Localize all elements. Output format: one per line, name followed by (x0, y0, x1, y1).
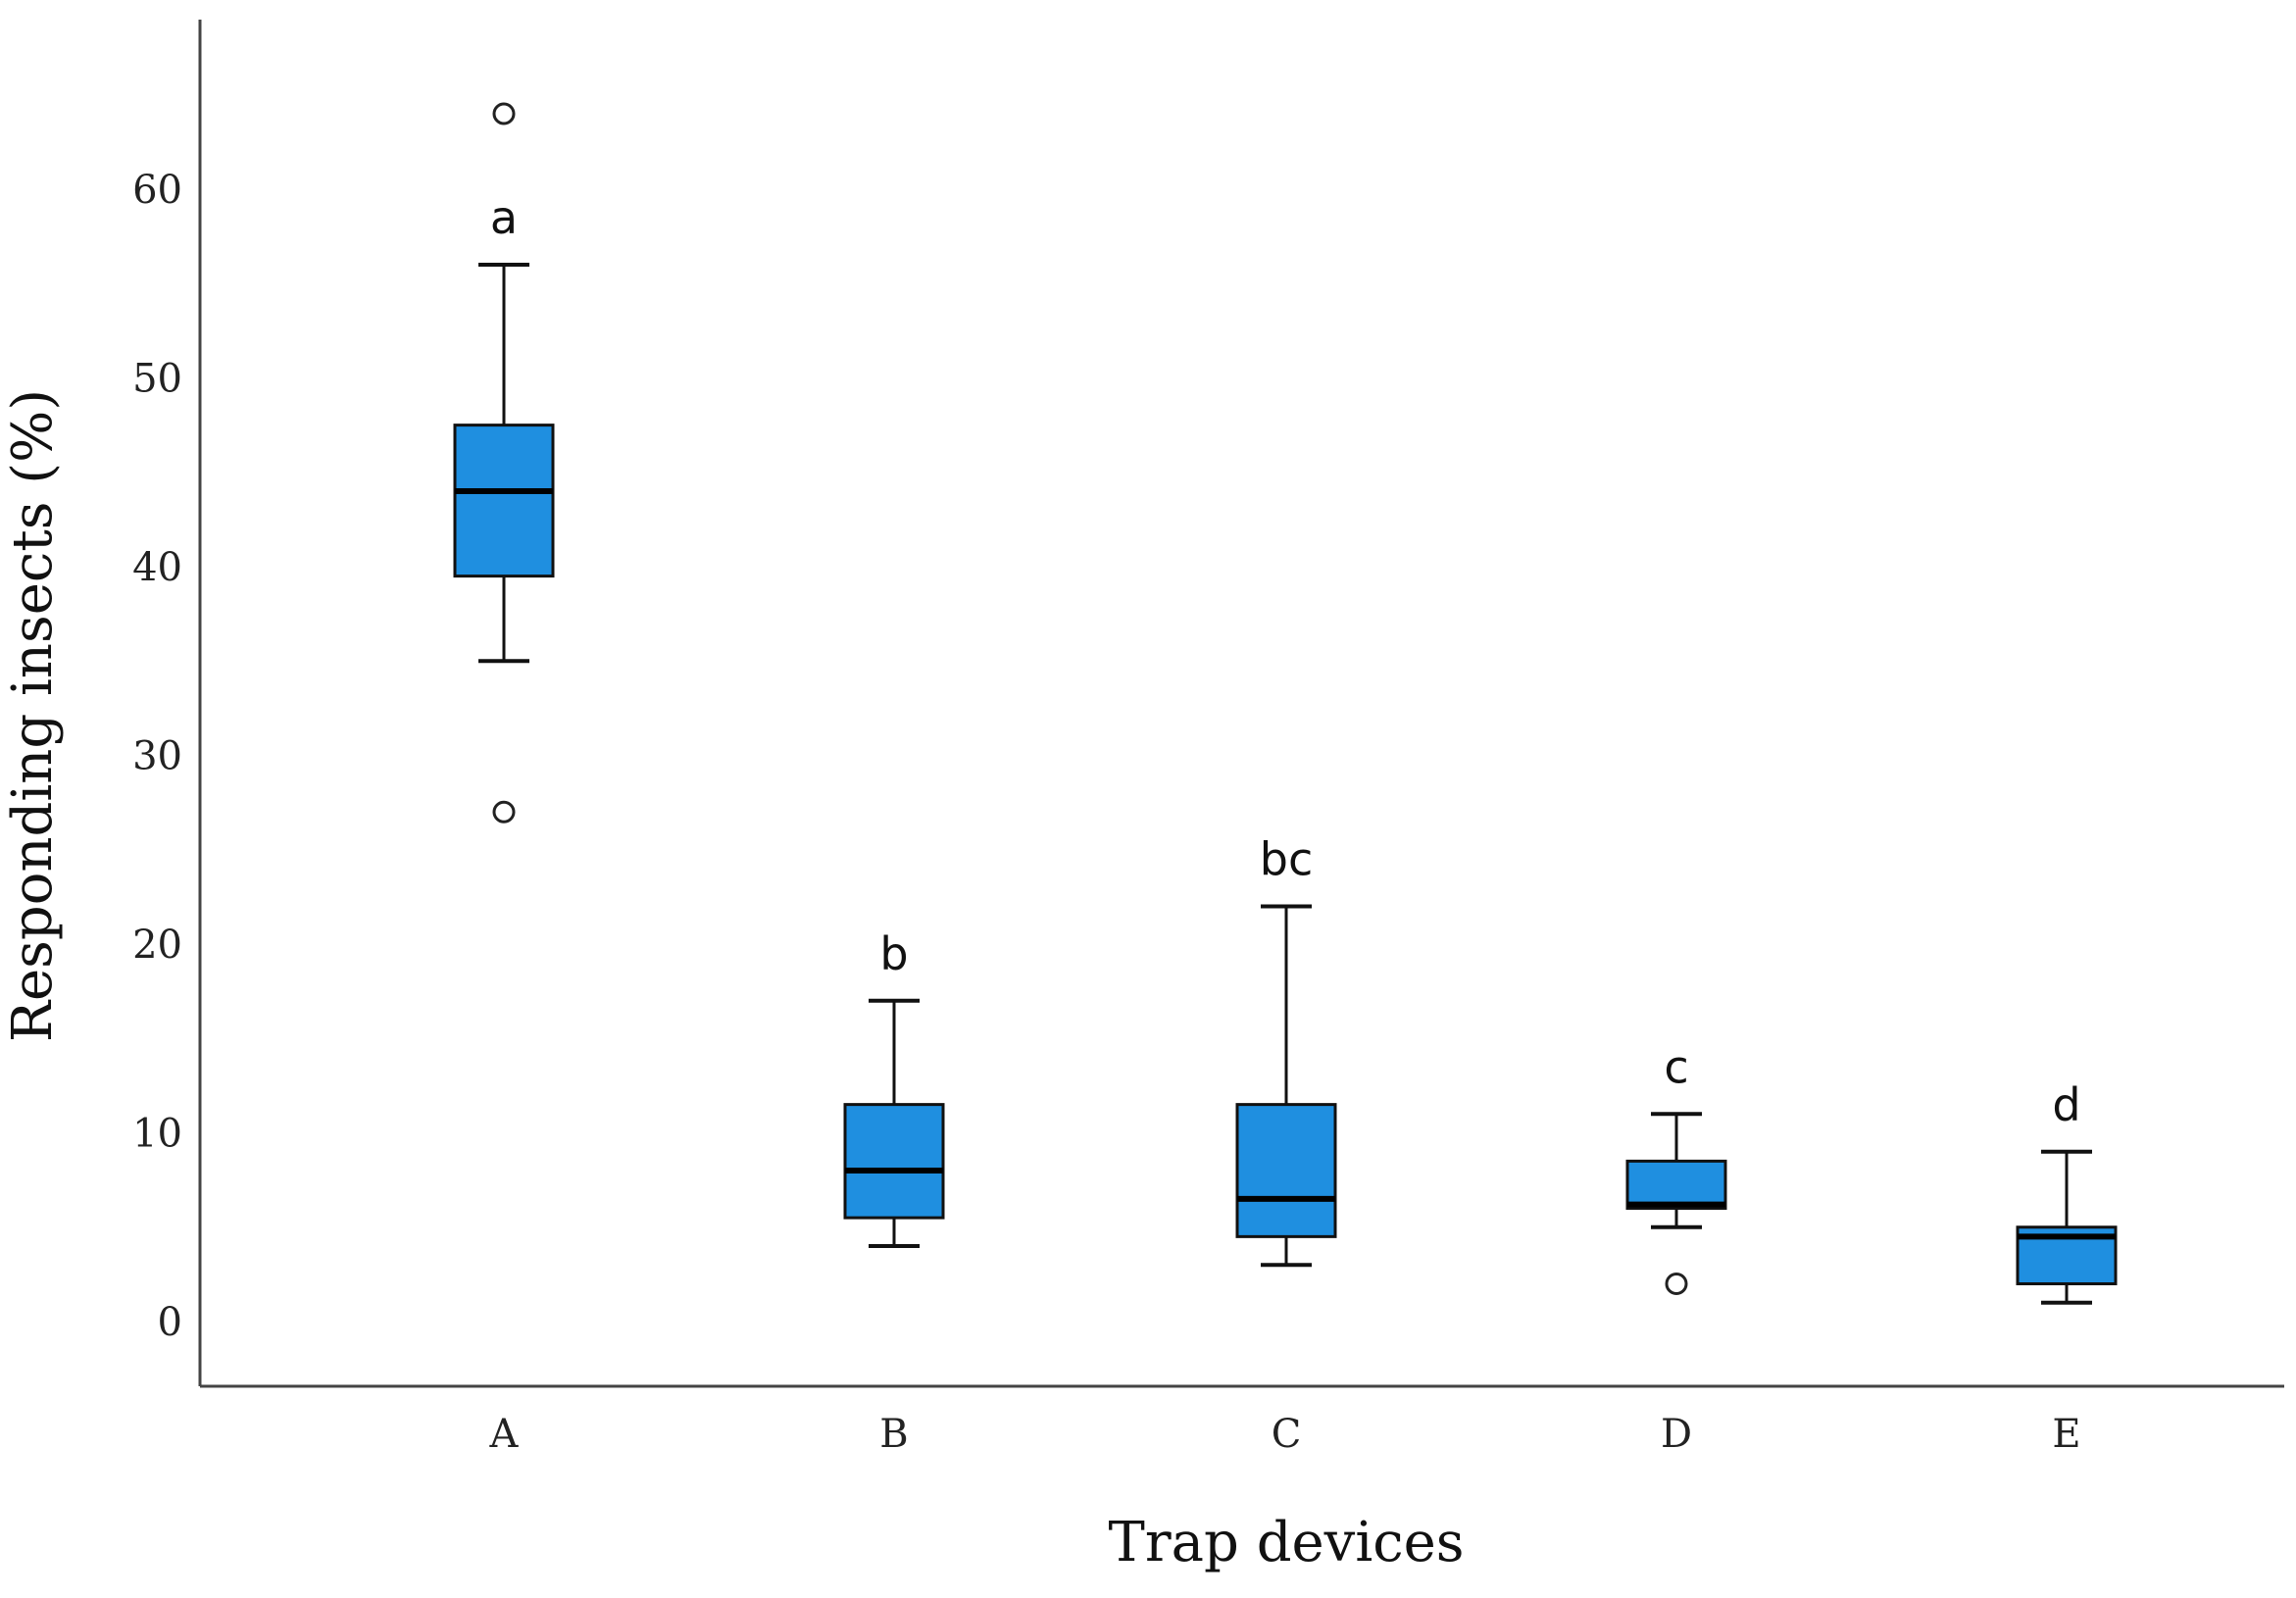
x-tick-label: B (879, 1412, 908, 1457)
y-tick-label: 60 (132, 168, 182, 213)
y-tick-label: 20 (132, 923, 182, 968)
outlier-point (492, 102, 516, 125)
group-letter-label: d (2052, 1078, 2080, 1131)
x-tick-label: E (2052, 1412, 2080, 1457)
outlier-point (492, 800, 516, 824)
y-tick-label: 10 (132, 1112, 182, 1157)
x-tick-label: C (1272, 1412, 1302, 1457)
box-iqr (453, 424, 555, 578)
box-A (453, 102, 555, 824)
labels: a b bc c d (490, 191, 2081, 1131)
group-letter-label: c (1664, 1040, 1688, 1093)
y-axis-title: Responding insects (%) (1, 389, 65, 1042)
y-tick-label: 50 (132, 357, 182, 402)
x-tick-label: D (1661, 1412, 1692, 1457)
group-letter-label: bc (1260, 833, 1314, 886)
y-tick-label: 0 (158, 1300, 182, 1345)
y-tick-label: 40 (132, 545, 182, 590)
box-C (1235, 904, 1337, 1268)
boxes (453, 102, 2118, 1305)
axes: 0 10 20 30 40 50 60 A B C D E (132, 20, 2284, 1457)
box-E (2016, 1149, 2118, 1305)
box-iqr (1625, 1159, 1727, 1210)
box-iqr (1235, 1103, 1337, 1238)
group-letter-label: a (490, 191, 518, 244)
x-axis-title: Trap devices (1109, 1511, 1465, 1574)
box-D (1625, 1112, 1727, 1295)
y-tick-label: 30 (132, 734, 182, 779)
box-iqr (843, 1103, 945, 1220)
x-tick-label: A (489, 1412, 520, 1457)
box-B (843, 998, 945, 1248)
group-letter-label: b (879, 927, 908, 980)
outlier-point (1665, 1273, 1688, 1295)
